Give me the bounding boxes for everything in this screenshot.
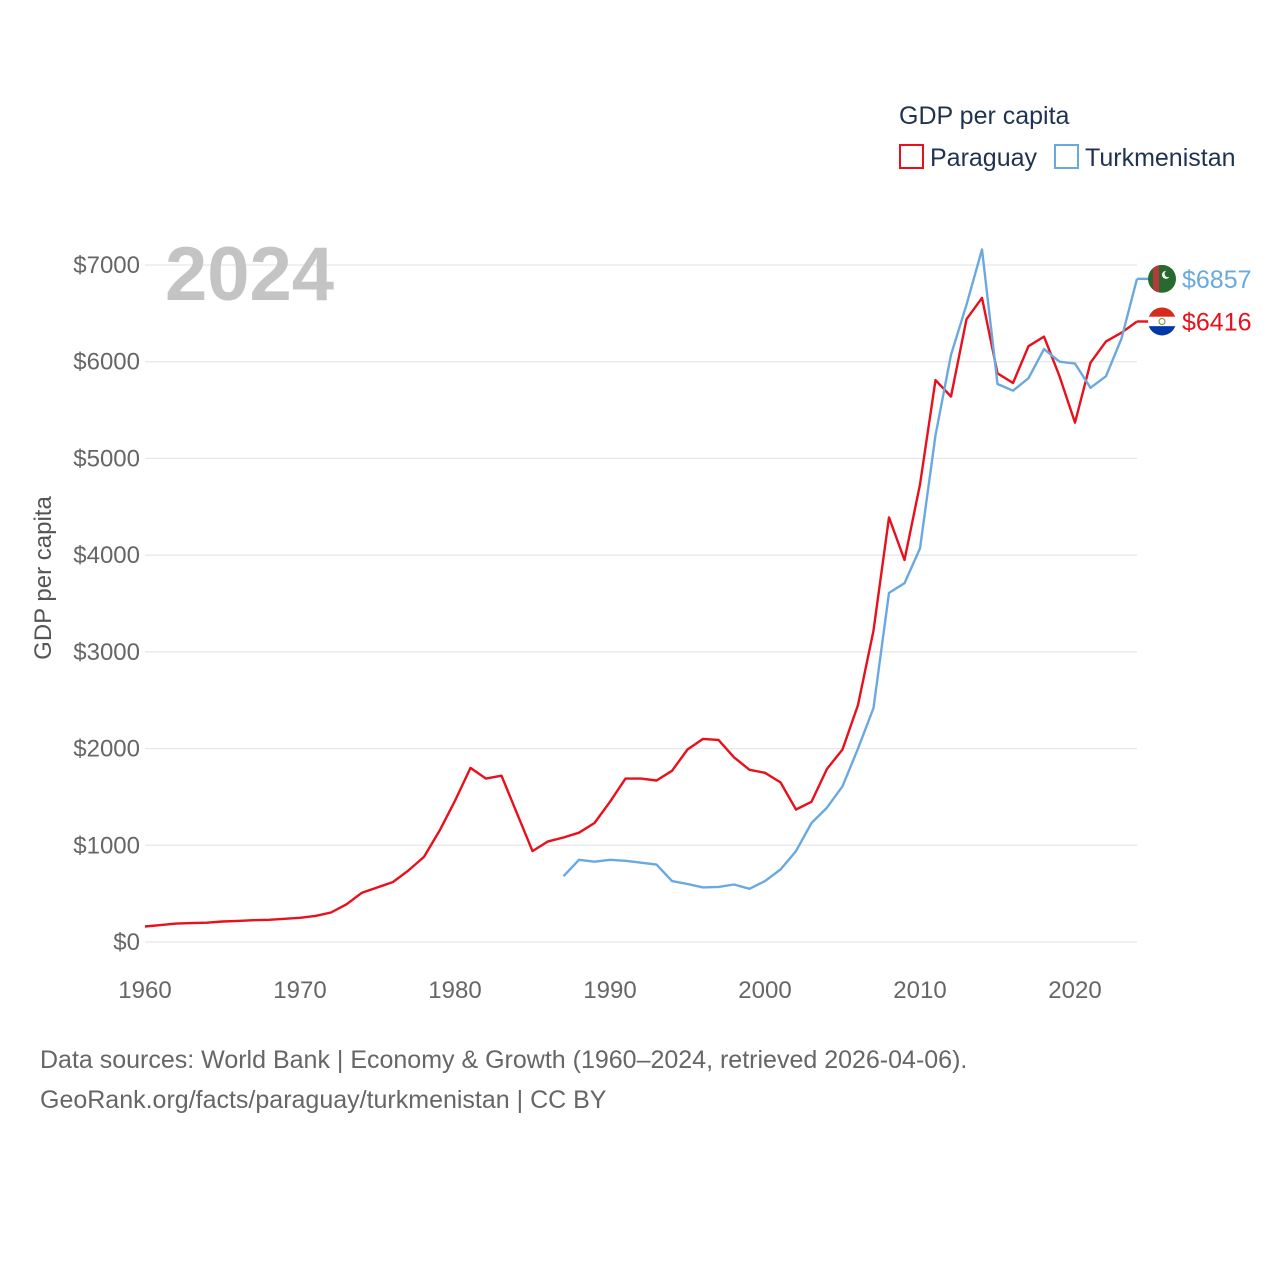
grid-lines [145, 264, 1137, 943]
x-tick-label: 1990 [583, 977, 636, 1004]
x-tick-label: 2010 [893, 977, 946, 1004]
legend-item-paraguay[interactable]: Paraguay [899, 144, 1038, 172]
legend-label-turkmenistan: Turkmenistan [1085, 144, 1236, 172]
end-value-label-turkmenistan: $6857 [1182, 266, 1252, 294]
series-line-paraguay [144, 296, 1138, 928]
source-note: Data sources: World Bank | Economy & Gro… [40, 1040, 1140, 1120]
paraguay-flag-icon [1148, 307, 1176, 336]
end-value-label-paraguay: $6416 [1182, 308, 1252, 336]
turkmenistan-flag-icon [1148, 264, 1176, 293]
legend-swatch-paraguay [899, 144, 924, 169]
x-tick-label: 2020 [1048, 977, 1101, 1004]
source-line-1: Data sources: World Bank | Economy & Gro… [40, 1046, 968, 1074]
y-tick-label: $1000 [73, 832, 140, 859]
x-tick-label: 2000 [738, 977, 791, 1004]
y-tick-label: $6000 [73, 349, 140, 376]
series-line-turkmenistan [562, 248, 1139, 890]
x-tick-label: 1960 [118, 977, 171, 1004]
x-tick-label: 1980 [428, 977, 481, 1004]
legend-label-paraguay: Paraguay [930, 144, 1038, 172]
y-axis-title: GDP per capita [30, 496, 57, 660]
legend-swatch-turkmenistan [1054, 144, 1079, 169]
legend: GDP per capita Paraguay Turkmenistan [899, 102, 1236, 172]
y-tick-label: $5000 [73, 445, 140, 472]
legend-item-turkmenistan[interactable]: Turkmenistan [1054, 144, 1236, 172]
series-lines [144, 248, 1139, 928]
y-tick-label: $7000 [73, 252, 140, 279]
legend-title: GDP per capita [899, 102, 1070, 130]
y-tick-label: $4000 [73, 542, 140, 569]
year-overlay: 2024 [165, 232, 334, 317]
x-tick-label: 1970 [273, 977, 326, 1004]
x-axis-ticks: 1960 1970 1980 1990 2000 2010 2020 [118, 977, 1101, 1004]
y-tick-label: $0 [113, 929, 140, 956]
source-line-2[interactable]: GeoRank.org/facts/paraguay/turkmenistan … [40, 1086, 607, 1114]
y-tick-label: $3000 [73, 639, 140, 666]
y-axis-ticks: $0 $1000 $2000 $3000 $4000 $5000 $6000 $7000 [73, 252, 140, 956]
y-tick-label: $2000 [73, 736, 140, 763]
end-labels: $6416 $6857 [1137, 264, 1252, 336]
